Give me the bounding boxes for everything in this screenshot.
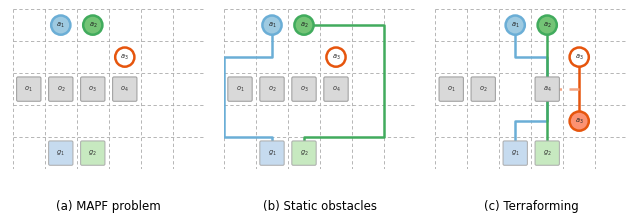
FancyBboxPatch shape: [292, 77, 316, 101]
FancyBboxPatch shape: [228, 77, 252, 101]
Text: $o_{3}$: $o_{3}$: [300, 84, 308, 94]
FancyBboxPatch shape: [81, 141, 105, 165]
Circle shape: [538, 15, 557, 35]
Text: $o_{1}$: $o_{1}$: [24, 84, 33, 94]
Text: (a) MAPF problem: (a) MAPF problem: [56, 200, 161, 213]
Text: $o_{3}$: $o_{3}$: [88, 84, 97, 94]
Text: $o_{1}$: $o_{1}$: [447, 84, 456, 94]
Text: $a_{3}$: $a_{3}$: [332, 53, 340, 62]
Text: $a_{3}$: $a_{3}$: [120, 53, 129, 62]
Text: $g_{2}$: $g_{2}$: [300, 148, 308, 158]
FancyBboxPatch shape: [17, 77, 41, 101]
Text: $a_{1}$: $a_{1}$: [511, 20, 520, 30]
Circle shape: [262, 15, 282, 35]
Text: $a_{1}$: $a_{1}$: [268, 20, 276, 30]
Text: $o_{2}$: $o_{2}$: [479, 84, 488, 94]
FancyBboxPatch shape: [292, 141, 316, 165]
FancyBboxPatch shape: [113, 77, 137, 101]
Text: (b) Static obstacles: (b) Static obstacles: [263, 200, 377, 213]
Circle shape: [506, 15, 525, 35]
Text: $o_{2}$: $o_{2}$: [56, 84, 65, 94]
Text: $a_{2}$: $a_{2}$: [543, 20, 552, 30]
Text: $g_{2}$: $g_{2}$: [88, 148, 97, 158]
Text: $a_{3}$: $a_{3}$: [575, 117, 584, 126]
FancyBboxPatch shape: [49, 141, 73, 165]
FancyBboxPatch shape: [260, 141, 284, 165]
Text: $a_{3}$: $a_{3}$: [575, 53, 584, 62]
Text: $a_{2}$: $a_{2}$: [88, 20, 97, 30]
FancyBboxPatch shape: [535, 141, 559, 165]
Circle shape: [294, 15, 314, 35]
Text: $o_{4}$: $o_{4}$: [332, 84, 340, 94]
Circle shape: [51, 15, 70, 35]
Text: (c) Terraforming: (c) Terraforming: [484, 200, 579, 213]
FancyBboxPatch shape: [503, 141, 527, 165]
Text: $g_{2}$: $g_{2}$: [543, 148, 552, 158]
FancyBboxPatch shape: [471, 77, 495, 101]
Text: $a_{2}$: $a_{2}$: [300, 20, 308, 30]
Circle shape: [570, 48, 589, 67]
FancyBboxPatch shape: [49, 77, 73, 101]
Circle shape: [115, 48, 134, 67]
Text: $o_{4}$: $o_{4}$: [120, 84, 129, 94]
Text: $g_{1}$: $g_{1}$: [56, 148, 65, 158]
Text: $a_{1}$: $a_{1}$: [56, 20, 65, 30]
FancyBboxPatch shape: [324, 77, 348, 101]
FancyBboxPatch shape: [535, 77, 559, 101]
Circle shape: [570, 112, 589, 131]
FancyBboxPatch shape: [260, 77, 284, 101]
Circle shape: [326, 48, 346, 67]
Text: $g_{1}$: $g_{1}$: [511, 148, 520, 158]
Text: $g_{1}$: $g_{1}$: [268, 148, 276, 158]
FancyBboxPatch shape: [81, 77, 105, 101]
FancyBboxPatch shape: [439, 77, 463, 101]
Circle shape: [83, 15, 102, 35]
Text: $o_{1}$: $o_{1}$: [236, 84, 244, 94]
Text: $a_{4}$: $a_{4}$: [543, 84, 552, 94]
Text: $o_{2}$: $o_{2}$: [268, 84, 276, 94]
